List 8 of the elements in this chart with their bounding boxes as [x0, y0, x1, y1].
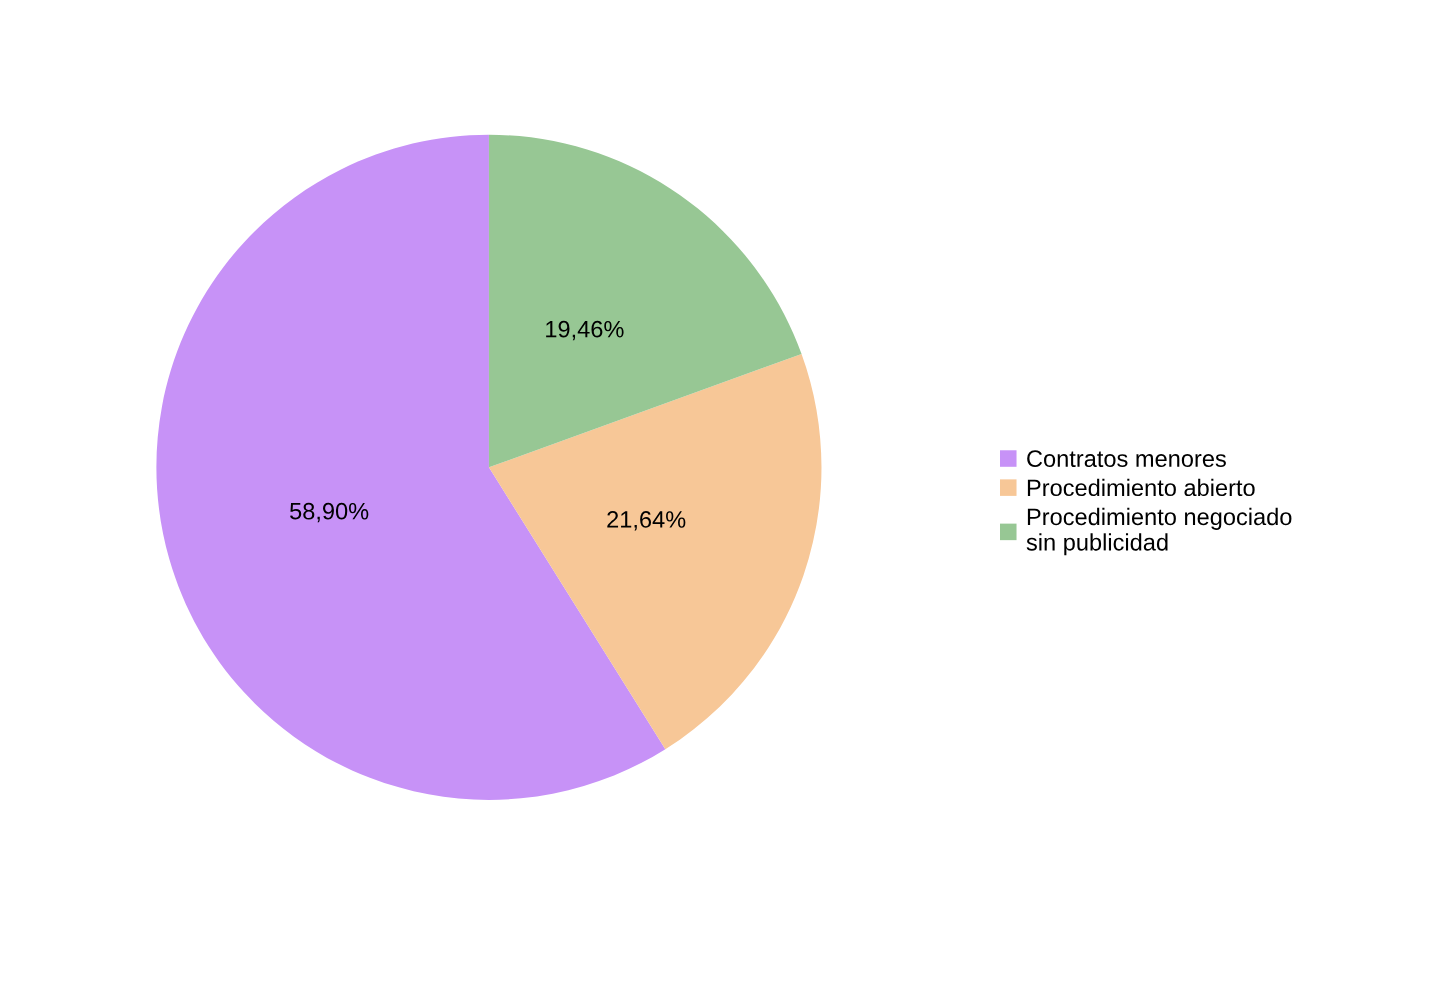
pie-slice — [488, 134, 802, 468]
legend-label: Procedimiento negociado sin publicidad — [1026, 507, 1292, 556]
legend-label: Contratos menores — [1027, 450, 1226, 468]
legend-label: Procedimiento abierto — [1027, 478, 1255, 497]
data-label: 19,46% — [546, 320, 624, 341]
data-label: 21,64% — [607, 511, 686, 531]
data-label: 58,90% — [290, 502, 369, 523]
pie-slice — [488, 353, 822, 750]
